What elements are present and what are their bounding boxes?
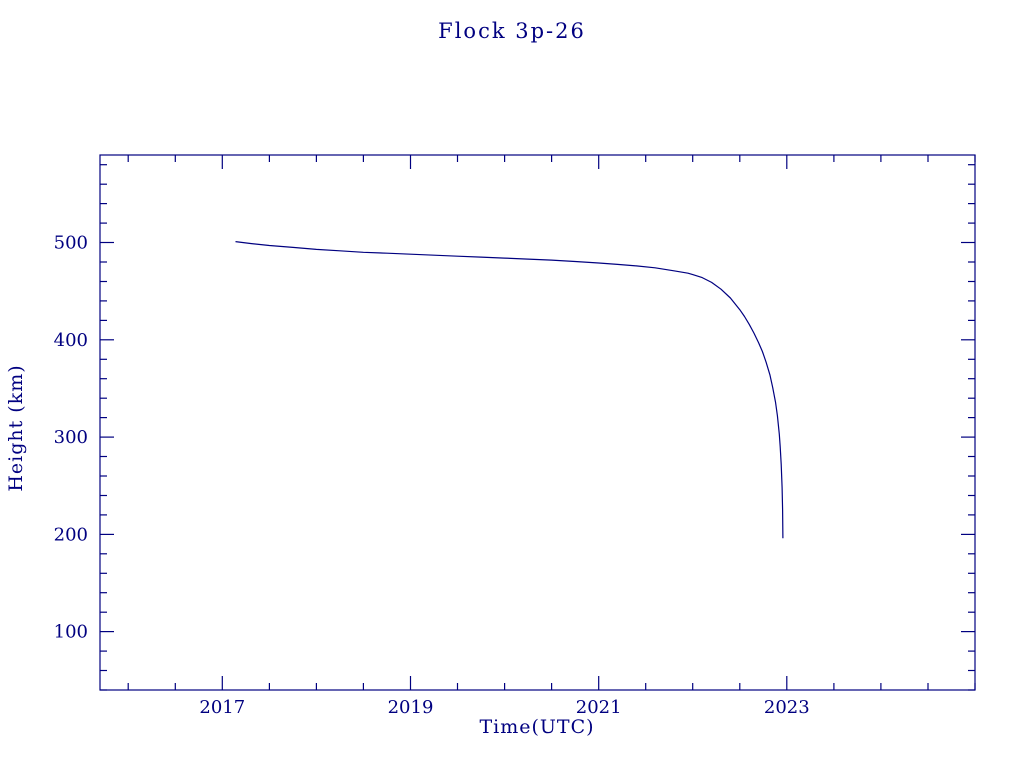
y-tick-label: 500 <box>54 233 88 254</box>
data-series <box>235 241 784 539</box>
axis-tick-labels: 2017 2019 2021 2023 100 200 300 400 500 <box>54 233 810 718</box>
x-tick-label: 2021 <box>576 697 622 718</box>
x-axis-label: Time(UTC) <box>479 716 594 738</box>
y-tick-label: 200 <box>54 524 88 545</box>
y-tick-label: 400 <box>54 330 88 351</box>
chart-title: Flock 3p-26 <box>438 19 586 43</box>
plot-frame <box>99 154 976 691</box>
x-tick-label: 2019 <box>388 697 434 718</box>
y-axis-label: Height (km) <box>5 364 27 491</box>
x-tick-label: 2023 <box>764 697 810 718</box>
y-tick-label: 300 <box>54 427 88 448</box>
y-tick-label: 100 <box>54 622 88 643</box>
x-tick-label: 2017 <box>199 697 245 718</box>
height-decay-line <box>235 241 784 539</box>
axis-ticks <box>100 155 976 691</box>
